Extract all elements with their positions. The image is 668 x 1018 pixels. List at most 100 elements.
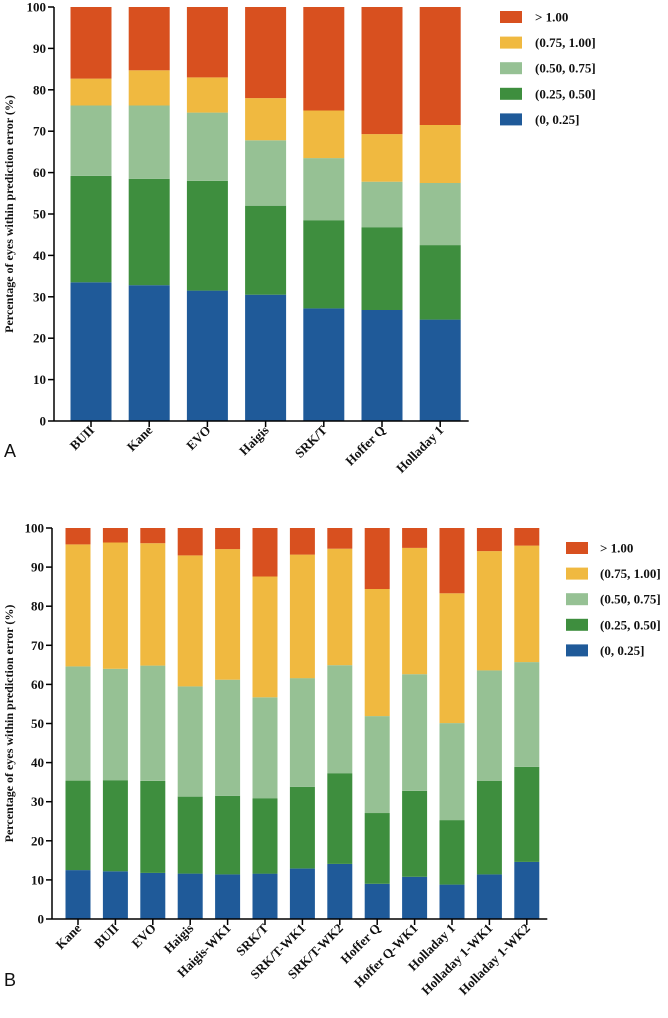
bar-b-1-series-0 [102, 871, 128, 919]
bar-b-10-series-0 [439, 884, 465, 919]
legend-swatch [500, 36, 522, 49]
bar-b-4-series-2 [215, 679, 241, 796]
bar-a-0-series-2 [70, 105, 112, 176]
bar-a-3-series-1 [245, 205, 287, 295]
bar-b-6-series-0 [289, 868, 315, 919]
x-tick-label: Holladay 1 [393, 423, 446, 476]
bar-a-4-series-2 [303, 158, 345, 221]
legend-swatch [500, 87, 522, 100]
bar-a-5-series-0 [361, 310, 403, 421]
bar-a-0-series-1 [70, 175, 112, 283]
bar-a-4-series-4 [303, 7, 345, 111]
bar-b-4-series-3 [215, 549, 241, 680]
x-tick-label: EVO [183, 423, 213, 453]
bar-b-7-series-3 [327, 548, 353, 666]
bar-b-2-series-2 [140, 665, 166, 781]
bar-b-7-series-0 [327, 863, 353, 919]
legend-swatch [500, 62, 522, 75]
y-tick-label: 90 [31, 560, 44, 575]
y-tick-label: 0 [38, 912, 45, 927]
legend-swatch [566, 644, 588, 657]
legend-label: (0, 0.25] [535, 112, 579, 127]
bar-b-10-series-4 [439, 528, 465, 594]
bar-b-7-series-1 [327, 773, 353, 864]
bar-b-12-series-1 [514, 766, 540, 862]
bar-b-2-series-4 [140, 528, 166, 544]
y-tick-label: 50 [31, 716, 44, 731]
bar-a-1-series-0 [128, 285, 170, 421]
bar-b-9-series-4 [402, 528, 428, 548]
bar-b-7-series-2 [327, 665, 353, 774]
bar-b-8-series-0 [364, 883, 390, 919]
legend-label: (0.50, 0.75] [535, 61, 596, 76]
bar-a-0-series-4 [70, 7, 112, 79]
y-tick-label: 30 [31, 794, 44, 809]
bar-b-3-series-1 [177, 796, 203, 874]
bar-b-11-series-4 [476, 528, 502, 552]
bar-b-7-series-4 [327, 528, 353, 549]
bar-b-9-series-3 [402, 547, 428, 675]
x-tick-label: EVO [129, 921, 159, 951]
bar-b-8-series-3 [364, 589, 390, 717]
bar-a-2-series-2 [186, 112, 228, 181]
y-tick-label: 50 [33, 207, 46, 222]
x-tick-label: BUII [67, 423, 98, 454]
bar-a-0-series-3 [70, 78, 112, 106]
y-tick-label: 100 [27, 0, 47, 15]
legend-swatch [566, 593, 588, 606]
bar-b-2-series-0 [140, 872, 166, 919]
bar-b-5-series-2 [252, 697, 278, 799]
y-tick-label: 100 [25, 521, 45, 536]
y-tick-label: 20 [31, 833, 44, 848]
bar-a-3-series-2 [245, 140, 287, 206]
x-tick-label: Kane [53, 920, 85, 952]
legend-label: (0.50, 0.75] [600, 592, 661, 607]
bar-b-4-series-0 [215, 874, 241, 919]
bar-b-0-series-4 [65, 528, 91, 545]
y-tick-label: 10 [33, 372, 46, 387]
bar-a-6-series-0 [419, 319, 461, 421]
bar-b-3-series-2 [177, 686, 203, 797]
bar-b-9-series-1 [402, 790, 428, 877]
bar-b-3-series-0 [177, 873, 203, 919]
bar-b-2-series-3 [140, 543, 166, 666]
bar-a-2-series-1 [186, 180, 228, 291]
bar-a-4-series-1 [303, 220, 345, 309]
bar-a-3-series-4 [245, 7, 287, 99]
y-axis-title: Percentage of eyes within prediction err… [2, 95, 16, 333]
bar-b-6-series-1 [289, 786, 315, 869]
bar-a-0-series-0 [70, 282, 112, 421]
bar-b-10-series-2 [439, 723, 465, 821]
bar-b-12-series-4 [514, 528, 540, 546]
bar-a-5-series-2 [361, 181, 403, 228]
bar-a-6-series-2 [419, 183, 461, 246]
bar-b-1-series-4 [102, 528, 128, 543]
y-tick-label: 10 [31, 872, 44, 887]
bar-b-5-series-0 [252, 873, 278, 919]
bar-a-6-series-3 [419, 125, 461, 183]
bar-a-1-series-4 [128, 7, 170, 71]
bar-b-1-series-1 [102, 780, 128, 872]
bar-b-8-series-4 [364, 528, 390, 589]
bar-b-8-series-2 [364, 716, 390, 814]
legend-swatch [566, 567, 588, 580]
bar-b-11-series-0 [476, 874, 502, 919]
bar-a-5-series-3 [361, 134, 403, 182]
bar-b-1-series-3 [102, 542, 128, 669]
bar-b-10-series-1 [439, 820, 465, 885]
y-tick-label: 80 [31, 599, 44, 614]
chart-a: 0 10 20 30 40 50 60 70 80 90 100 BUII Kane EVO Haigis S… [2, 0, 596, 476]
bar-a-2-series-3 [186, 77, 228, 113]
bar-b-5-series-1 [252, 798, 278, 874]
bar-b-6-series-4 [289, 528, 315, 555]
bar-b-11-series-2 [476, 670, 502, 781]
bar-a-2-series-0 [186, 290, 228, 421]
legend-label: > 1.00 [600, 541, 633, 556]
y-tick-label: 30 [33, 289, 46, 304]
legend-swatch [500, 113, 522, 126]
bar-b-4-series-4 [215, 528, 241, 550]
bar-b-12-series-0 [514, 861, 540, 919]
bar-b-6-series-3 [289, 554, 315, 679]
legend-swatch [566, 542, 588, 554]
